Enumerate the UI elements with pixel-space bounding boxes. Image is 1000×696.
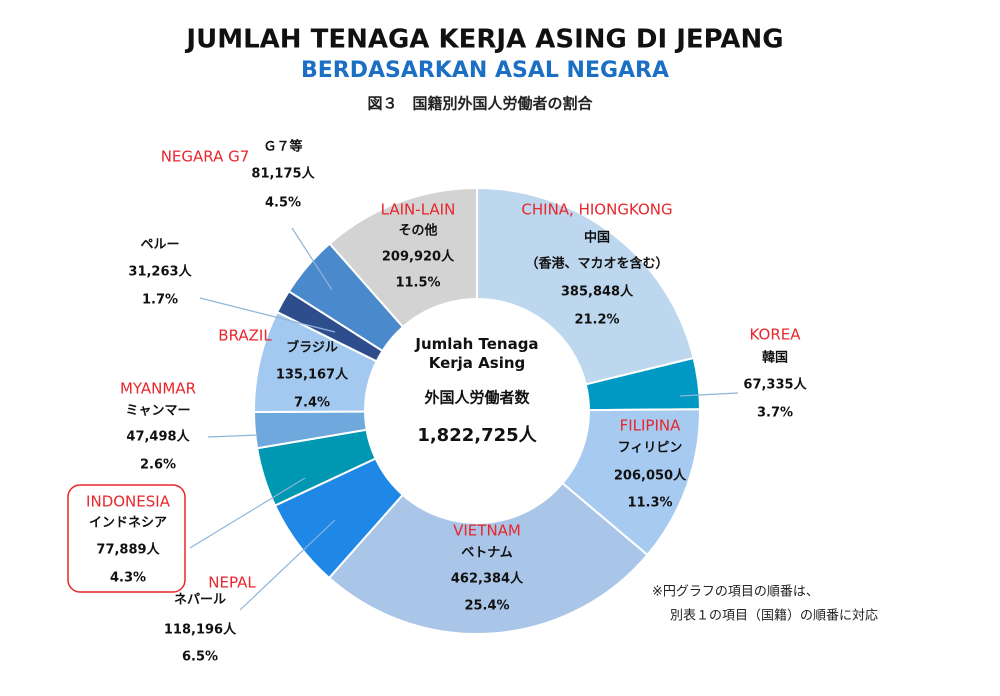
jp-name: ベトナム xyxy=(461,546,513,561)
value-label: 11.5% xyxy=(395,276,440,291)
value-label: 7.4% xyxy=(294,396,330,411)
jp-name: ミャンマー xyxy=(125,404,190,419)
leader-lines xyxy=(189,227,739,611)
value-label: 1.7% xyxy=(142,293,178,308)
value-label: 21.2% xyxy=(574,313,619,328)
slice xyxy=(327,481,649,635)
count-label: 118,196人 xyxy=(164,622,237,638)
leader-line xyxy=(207,434,259,438)
value-label: 2.6% xyxy=(140,458,176,473)
count-label: 385,848人 xyxy=(561,284,634,300)
category-label: NEGARA G7 xyxy=(161,148,250,166)
count-label: 47,498人 xyxy=(126,429,190,445)
leader-line xyxy=(291,227,333,291)
center-total: 1,822,725人 xyxy=(417,425,537,446)
value-label: 4.3% xyxy=(110,571,146,586)
count-label: 462,384人 xyxy=(451,571,524,587)
category-label: LAIN-LAIN xyxy=(381,201,456,219)
figure-title: 図３ 国籍別外国人労働者の割合 xyxy=(367,95,593,113)
jp-name: その他 xyxy=(398,223,437,239)
value-label: 3.7% xyxy=(757,406,793,421)
count-label: 206,050人 xyxy=(614,468,687,484)
count-label: 31,263人 xyxy=(128,264,192,280)
category-label: CHINA, HIONGKONG xyxy=(521,201,672,219)
value-label: 11.3% xyxy=(627,496,672,511)
center-label: Jumlah Tenaga Kerja Asing xyxy=(414,335,538,372)
jp-name: ネパール xyxy=(174,593,226,608)
leader-line xyxy=(199,297,336,333)
count-label: 77,889人 xyxy=(96,542,160,558)
slices xyxy=(252,186,702,635)
category-label: KOREA xyxy=(750,326,802,344)
leader-line xyxy=(189,477,306,549)
leader-line xyxy=(239,519,336,611)
jp-name: 中国 xyxy=(584,230,610,246)
jp-name: 韓国 xyxy=(762,350,788,366)
jp-name: インドネシア xyxy=(89,516,167,531)
china-note: （香港、マカオを含む） xyxy=(525,256,668,272)
count-label: 67,335人 xyxy=(743,377,807,393)
jp-name: ペルー xyxy=(140,238,179,253)
value-label: 25.4% xyxy=(464,599,509,614)
category-label: MYANMAR xyxy=(120,380,196,398)
slice xyxy=(328,186,478,329)
slice xyxy=(476,186,695,386)
leader-line xyxy=(679,392,739,397)
highlight-box xyxy=(67,484,186,593)
note: ※円グラフの項目の順番は、 xyxy=(652,585,819,600)
note: 別表１の項目（国籍）の順番に対応 xyxy=(670,608,878,624)
jp-name: ブラジル xyxy=(286,340,338,356)
category-label: FILIPINA xyxy=(620,417,682,435)
category-label: VIETNAM xyxy=(453,522,521,540)
chart-title: JUMLAH TENAGA KERJA ASING DI JEPANG xyxy=(184,25,783,55)
chart-subtitle: BERDASARKAN ASAL NEGARA xyxy=(301,58,669,83)
value-label: 4.5% xyxy=(265,196,301,211)
value-label: 6.5% xyxy=(182,650,218,665)
count-label: 209,920人 xyxy=(382,249,455,265)
category-label: INDONESIA xyxy=(86,493,171,511)
count-label: 81,175人 xyxy=(251,166,315,182)
center-label-jp: 外国人労働者数 xyxy=(423,389,530,407)
category-label: BRAZIL xyxy=(218,327,272,345)
jp-name: Ｇ７等 xyxy=(263,139,302,155)
jp-name: フィリピン xyxy=(618,441,683,456)
category-label: NEPAL xyxy=(208,574,256,592)
count-label: 135,167人 xyxy=(276,367,349,383)
